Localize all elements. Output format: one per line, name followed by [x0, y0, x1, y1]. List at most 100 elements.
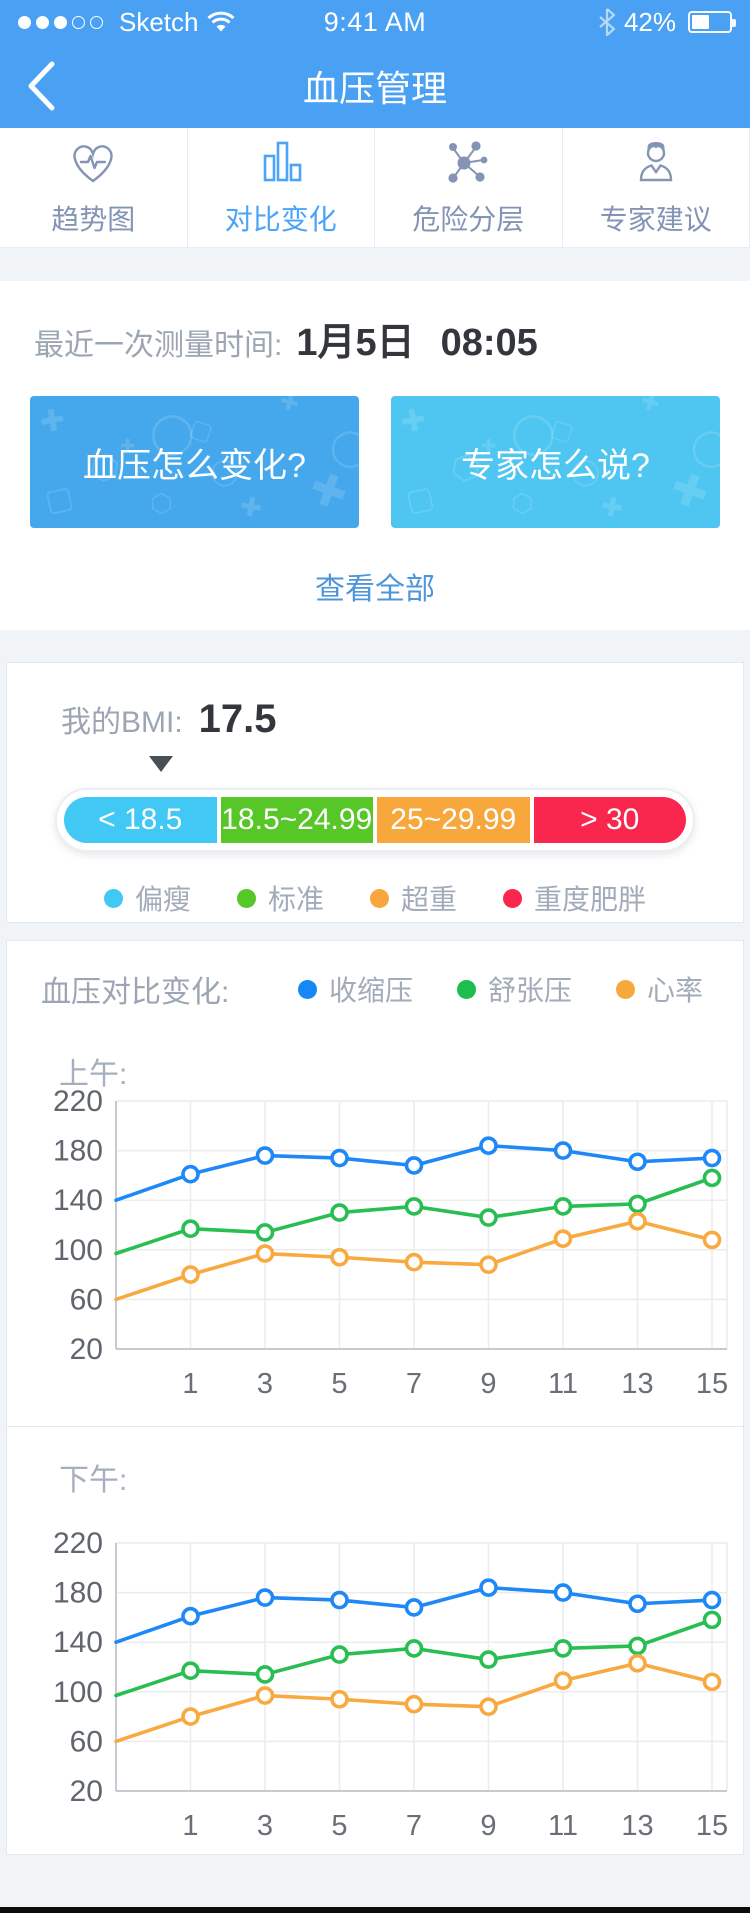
back-button[interactable] [26, 58, 70, 114]
expert-say-card-label: 专家怎么说? [461, 438, 650, 487]
medical-pattern-glyph: ⬡ [511, 488, 534, 519]
morning-label: 上午: [59, 1049, 743, 1087]
measurement-date: 1月5日 [296, 311, 414, 366]
doctor-icon [630, 138, 682, 186]
measurement-time: 08:05 [441, 322, 538, 365]
medical-pattern-glyph: ▢ [403, 479, 438, 519]
last-measurement-label: 最近一次测量时间: [34, 320, 282, 364]
chart-legend: 收缩压 舒张压 心率 [298, 969, 703, 1009]
measurement-section: 最近一次测量时间: 1月5日 08:05 血压怎么变化? ✚◯✚⬡◯✚▢⬡✚◯▢… [0, 281, 750, 630]
bp-change-card[interactable]: 血压怎么变化? ✚◯✚⬡◯✚▢⬡✚◯▢✚ [30, 396, 359, 528]
legend-label: 偏瘦 [135, 878, 191, 918]
tab-risk-stratification[interactable]: 危险分层 [375, 128, 563, 247]
expert-say-card[interactable]: 专家怎么说? ✚◯✚⬡◯✚▢⬡✚◯▢✚ [391, 396, 720, 528]
svg-text:140: 140 [53, 1626, 103, 1659]
medical-pattern-glyph: ◯ [691, 426, 720, 468]
medical-pattern-glyph: ✚ [237, 490, 264, 524]
bar-chart-icon [255, 138, 307, 186]
svg-text:1: 1 [182, 1810, 198, 1842]
legend-item-systolic: 收缩压 [298, 969, 413, 1009]
bluetooth-icon [598, 8, 616, 36]
signal-dot [36, 16, 49, 29]
svg-text:1: 1 [182, 1368, 198, 1400]
wifi-icon [207, 11, 235, 33]
legend-dot-diastolic [457, 980, 476, 999]
medical-pattern-glyph: ✚ [398, 402, 429, 441]
bmi-legend: 偏瘦 标准 超重 重度肥胖 [7, 878, 743, 918]
medical-pattern-glyph: ✚ [598, 490, 625, 524]
bmi-segment-obese: > 30 [534, 797, 687, 843]
legend-dot-green [237, 889, 256, 908]
svg-text:60: 60 [70, 1725, 103, 1758]
legend-label: 收缩压 [329, 969, 413, 1009]
bmi-label: 我的BMI: [61, 697, 183, 741]
tab-comparison[interactable]: 对比变化 [188, 128, 376, 247]
svg-text:100: 100 [53, 1676, 103, 1709]
status-bar: Sketch 9:41 AM 42% [0, 0, 750, 44]
section-gap [0, 630, 750, 662]
svg-text:60: 60 [70, 1283, 103, 1316]
medical-pattern-glyph: ⬡ [150, 488, 173, 519]
legend-label: 舒张压 [488, 969, 572, 1009]
carrier-label: Sketch [119, 7, 199, 38]
legend-item-overweight: 超重 [370, 878, 457, 918]
medical-pattern-glyph: ✚ [302, 461, 354, 522]
bmi-card: 我的BMI: 17.5 < 18.5 18.5~24.99 25~29.99 >… [6, 662, 744, 923]
battery-percent: 42% [624, 7, 676, 38]
svg-text:5: 5 [331, 1368, 347, 1400]
legend-label: 标准 [268, 878, 324, 918]
nav-bar: 血压管理 [0, 44, 750, 128]
medical-pattern-glyph: ✚ [638, 396, 663, 418]
bmi-segment-overweight: 25~29.99 [377, 797, 530, 843]
svg-text:20: 20 [70, 1333, 103, 1366]
svg-text:7: 7 [406, 1810, 422, 1842]
svg-text:180: 180 [53, 1577, 103, 1610]
signal-dot [18, 16, 31, 29]
signal-dot [90, 16, 103, 29]
svg-text:220: 220 [53, 1087, 103, 1118]
legend-dot-cyan [104, 889, 123, 908]
svg-text:9: 9 [480, 1810, 496, 1842]
medical-pattern-glyph: ✚ [37, 402, 68, 441]
bmi-value: 17.5 [199, 697, 277, 742]
tab-label: 专家建议 [600, 198, 712, 238]
heart-pulse-icon [67, 138, 119, 186]
svg-text:11: 11 [548, 1810, 578, 1842]
bottom-edge-bar [0, 1907, 750, 1913]
svg-text:20: 20 [70, 1775, 103, 1808]
svg-text:220: 220 [53, 1529, 103, 1560]
legend-label: 超重 [401, 878, 457, 918]
svg-text:13: 13 [621, 1368, 653, 1400]
legend-dot-heart-rate [616, 980, 635, 999]
svg-text:11: 11 [548, 1368, 578, 1400]
svg-text:140: 140 [53, 1184, 103, 1217]
signal-dot [54, 16, 67, 29]
legend-label: 心率 [647, 969, 703, 1009]
tab-label: 对比变化 [225, 198, 337, 238]
chart-divider [7, 1426, 743, 1427]
svg-text:15: 15 [696, 1368, 728, 1400]
legend-dot-orange [370, 889, 389, 908]
legend-item-heart-rate: 心率 [616, 969, 703, 1009]
tab-expert-advice[interactable]: 专家建议 [563, 128, 750, 247]
bottom-gap [0, 1855, 750, 1907]
bp-change-card-label: 血压怎么变化? [83, 438, 306, 487]
signal-dot [72, 16, 85, 29]
svg-text:100: 100 [53, 1234, 103, 1267]
svg-text:15: 15 [696, 1810, 728, 1842]
bp-comparison-title: 血压对比变化: [41, 967, 229, 1011]
medical-pattern-glyph: ✚ [663, 461, 715, 522]
tab-label: 趋势图 [51, 198, 135, 238]
legend-dot-systolic [298, 980, 317, 999]
medical-pattern-glyph: ▢ [42, 479, 77, 519]
view-all-link[interactable]: 查看全部 [315, 564, 435, 608]
svg-text:5: 5 [331, 1810, 347, 1842]
battery-icon [688, 11, 732, 33]
legend-item-underweight: 偏瘦 [104, 878, 191, 918]
tab-label: 危险分层 [412, 198, 524, 238]
svg-text:13: 13 [621, 1810, 653, 1842]
tab-trend-chart[interactable]: 趋势图 [0, 128, 188, 247]
